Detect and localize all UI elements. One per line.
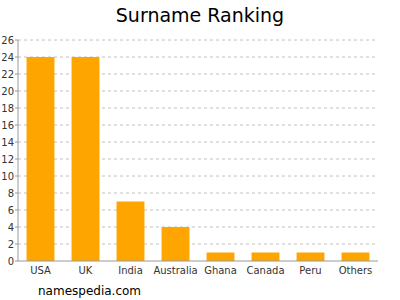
bar — [297, 253, 325, 262]
y-tick-label: 0 — [8, 256, 14, 267]
bar — [117, 202, 145, 262]
bar — [342, 253, 370, 262]
y-tick-label: 16 — [1, 120, 14, 131]
y-tick-label: 4 — [8, 222, 14, 233]
y-tick-label: 8 — [8, 188, 14, 199]
background — [0, 0, 400, 300]
x-tick-label: Ghana — [204, 265, 237, 276]
bar — [207, 253, 235, 262]
y-tick-label: 2 — [8, 239, 14, 250]
y-tick-label: 18 — [1, 103, 14, 114]
x-tick-label: Australia — [153, 265, 197, 276]
x-tick-label: USA — [30, 265, 51, 276]
y-tick-label: 14 — [1, 137, 14, 148]
source: namespedia.com — [38, 284, 141, 298]
y-tick-label: 10 — [1, 171, 14, 182]
x-tick-label: India — [118, 265, 143, 276]
x-tick-label: Canada — [246, 265, 284, 276]
x-tick-label: UK — [79, 265, 93, 276]
y-tick-label: 26 — [1, 35, 14, 46]
title: Surname Ranking — [116, 4, 284, 26]
bar — [72, 57, 100, 261]
bars — [27, 57, 370, 261]
x-tick-label: Peru — [299, 265, 321, 276]
y-tick-label: 20 — [1, 86, 14, 97]
y-tick-label: 6 — [8, 205, 14, 216]
x-axis — [18, 261, 378, 262]
x-tick-label: Others — [339, 265, 373, 276]
chart: Surname Ranking02468101214161820222426US… — [0, 0, 400, 300]
bar — [162, 227, 190, 261]
y-tick-label: 24 — [1, 52, 14, 63]
y-tick-label: 22 — [1, 69, 14, 80]
grid-line — [18, 40, 378, 41]
y-tick-label: 12 — [1, 154, 14, 165]
bar — [27, 57, 55, 261]
y-axis — [18, 40, 19, 261]
bar — [252, 253, 280, 262]
